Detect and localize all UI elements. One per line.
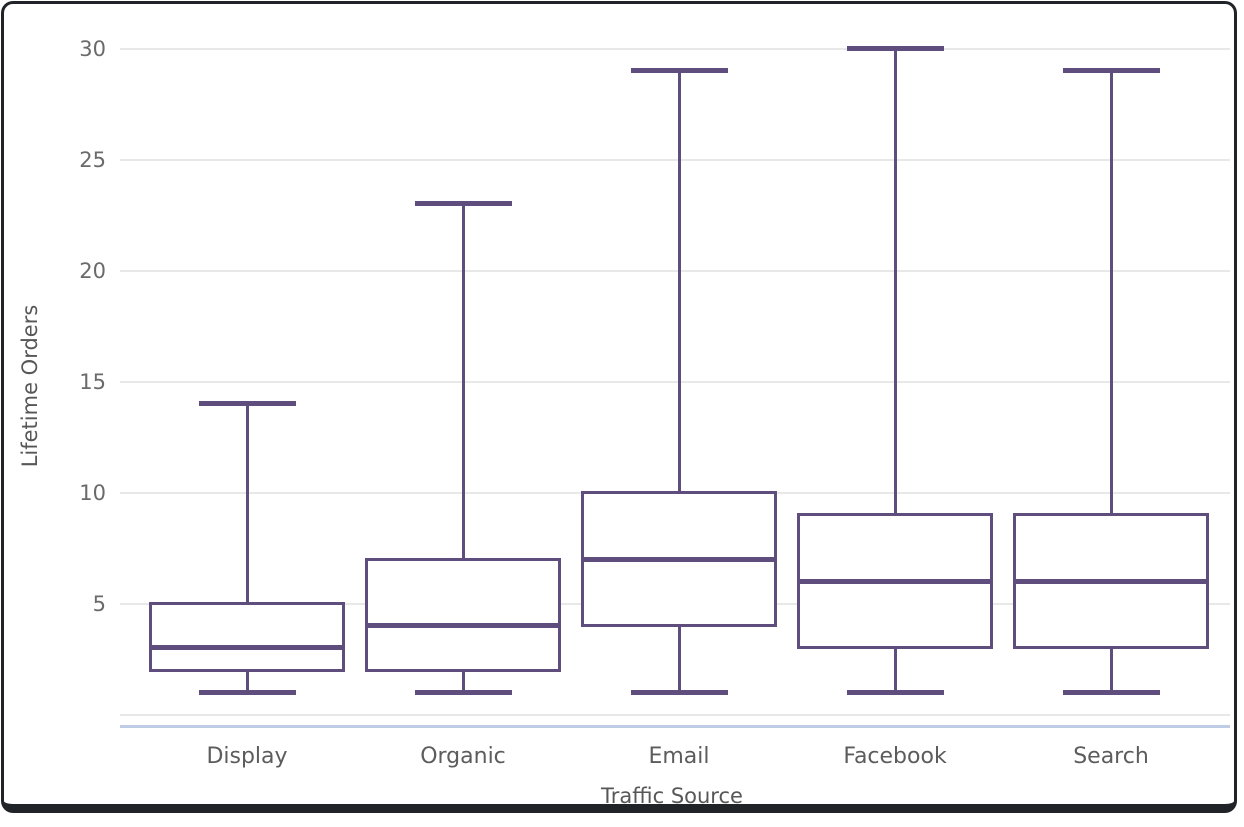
max-cap-organic — [414, 201, 512, 207]
upper-whisker-organic — [461, 203, 465, 560]
x-category-label-email: Email — [648, 744, 710, 769]
lower-whisker-facebook — [893, 647, 897, 693]
median-line-search — [1013, 578, 1209, 584]
upper-whisker-facebook — [893, 48, 897, 515]
y-gridline — [120, 713, 1230, 716]
x-axis-baseline — [120, 724, 1230, 728]
boxplot-chart: Lifetime Orders Traffic Source 5 10 15 20 25… — [4, 4, 1234, 808]
upper-whisker-display — [245, 403, 249, 604]
max-cap-facebook — [846, 46, 944, 51]
lower-whisker-display — [245, 670, 249, 693]
min-cap-facebook — [846, 689, 944, 695]
iqr-box-organic — [365, 557, 561, 672]
y-tick-label: 5 — [92, 591, 106, 616]
median-line-facebook — [797, 578, 993, 584]
x-axis-title: Traffic Source — [601, 784, 743, 808]
x-category-label-display: Display — [206, 744, 288, 769]
x-category-label-organic: Organic — [420, 744, 506, 769]
chart-card: Lifetime Orders Traffic Source 5 10 15 20 25… — [1, 1, 1237, 813]
y-gridline — [120, 380, 1230, 383]
lower-whisker-search — [1109, 647, 1113, 693]
upper-whisker-search — [1109, 70, 1113, 515]
y-gridline — [120, 269, 1230, 272]
x-category-label-facebook: Facebook — [843, 744, 947, 769]
median-line-display — [149, 645, 345, 651]
max-cap-search — [1062, 68, 1160, 74]
y-gridline — [120, 47, 1230, 50]
x-category-label-search: Search — [1073, 744, 1149, 769]
median-line-email — [581, 556, 777, 562]
max-cap-display — [198, 401, 296, 407]
min-cap-search — [1062, 689, 1160, 695]
y-tick-label: 30 — [79, 36, 106, 61]
min-cap-organic — [414, 689, 512, 695]
min-cap-email — [630, 689, 728, 695]
lower-whisker-organic — [461, 670, 465, 693]
iqr-box-display — [149, 602, 345, 672]
y-tick-label: 10 — [79, 480, 106, 505]
y-tick-label: 15 — [79, 369, 106, 394]
y-gridline — [120, 158, 1230, 161]
y-tick-label: 25 — [79, 147, 106, 172]
upper-whisker-email — [677, 70, 681, 493]
median-line-organic — [365, 623, 561, 629]
min-cap-display — [198, 689, 296, 695]
y-tick-label: 20 — [79, 258, 106, 283]
lower-whisker-email — [677, 625, 681, 693]
max-cap-email — [630, 68, 728, 74]
